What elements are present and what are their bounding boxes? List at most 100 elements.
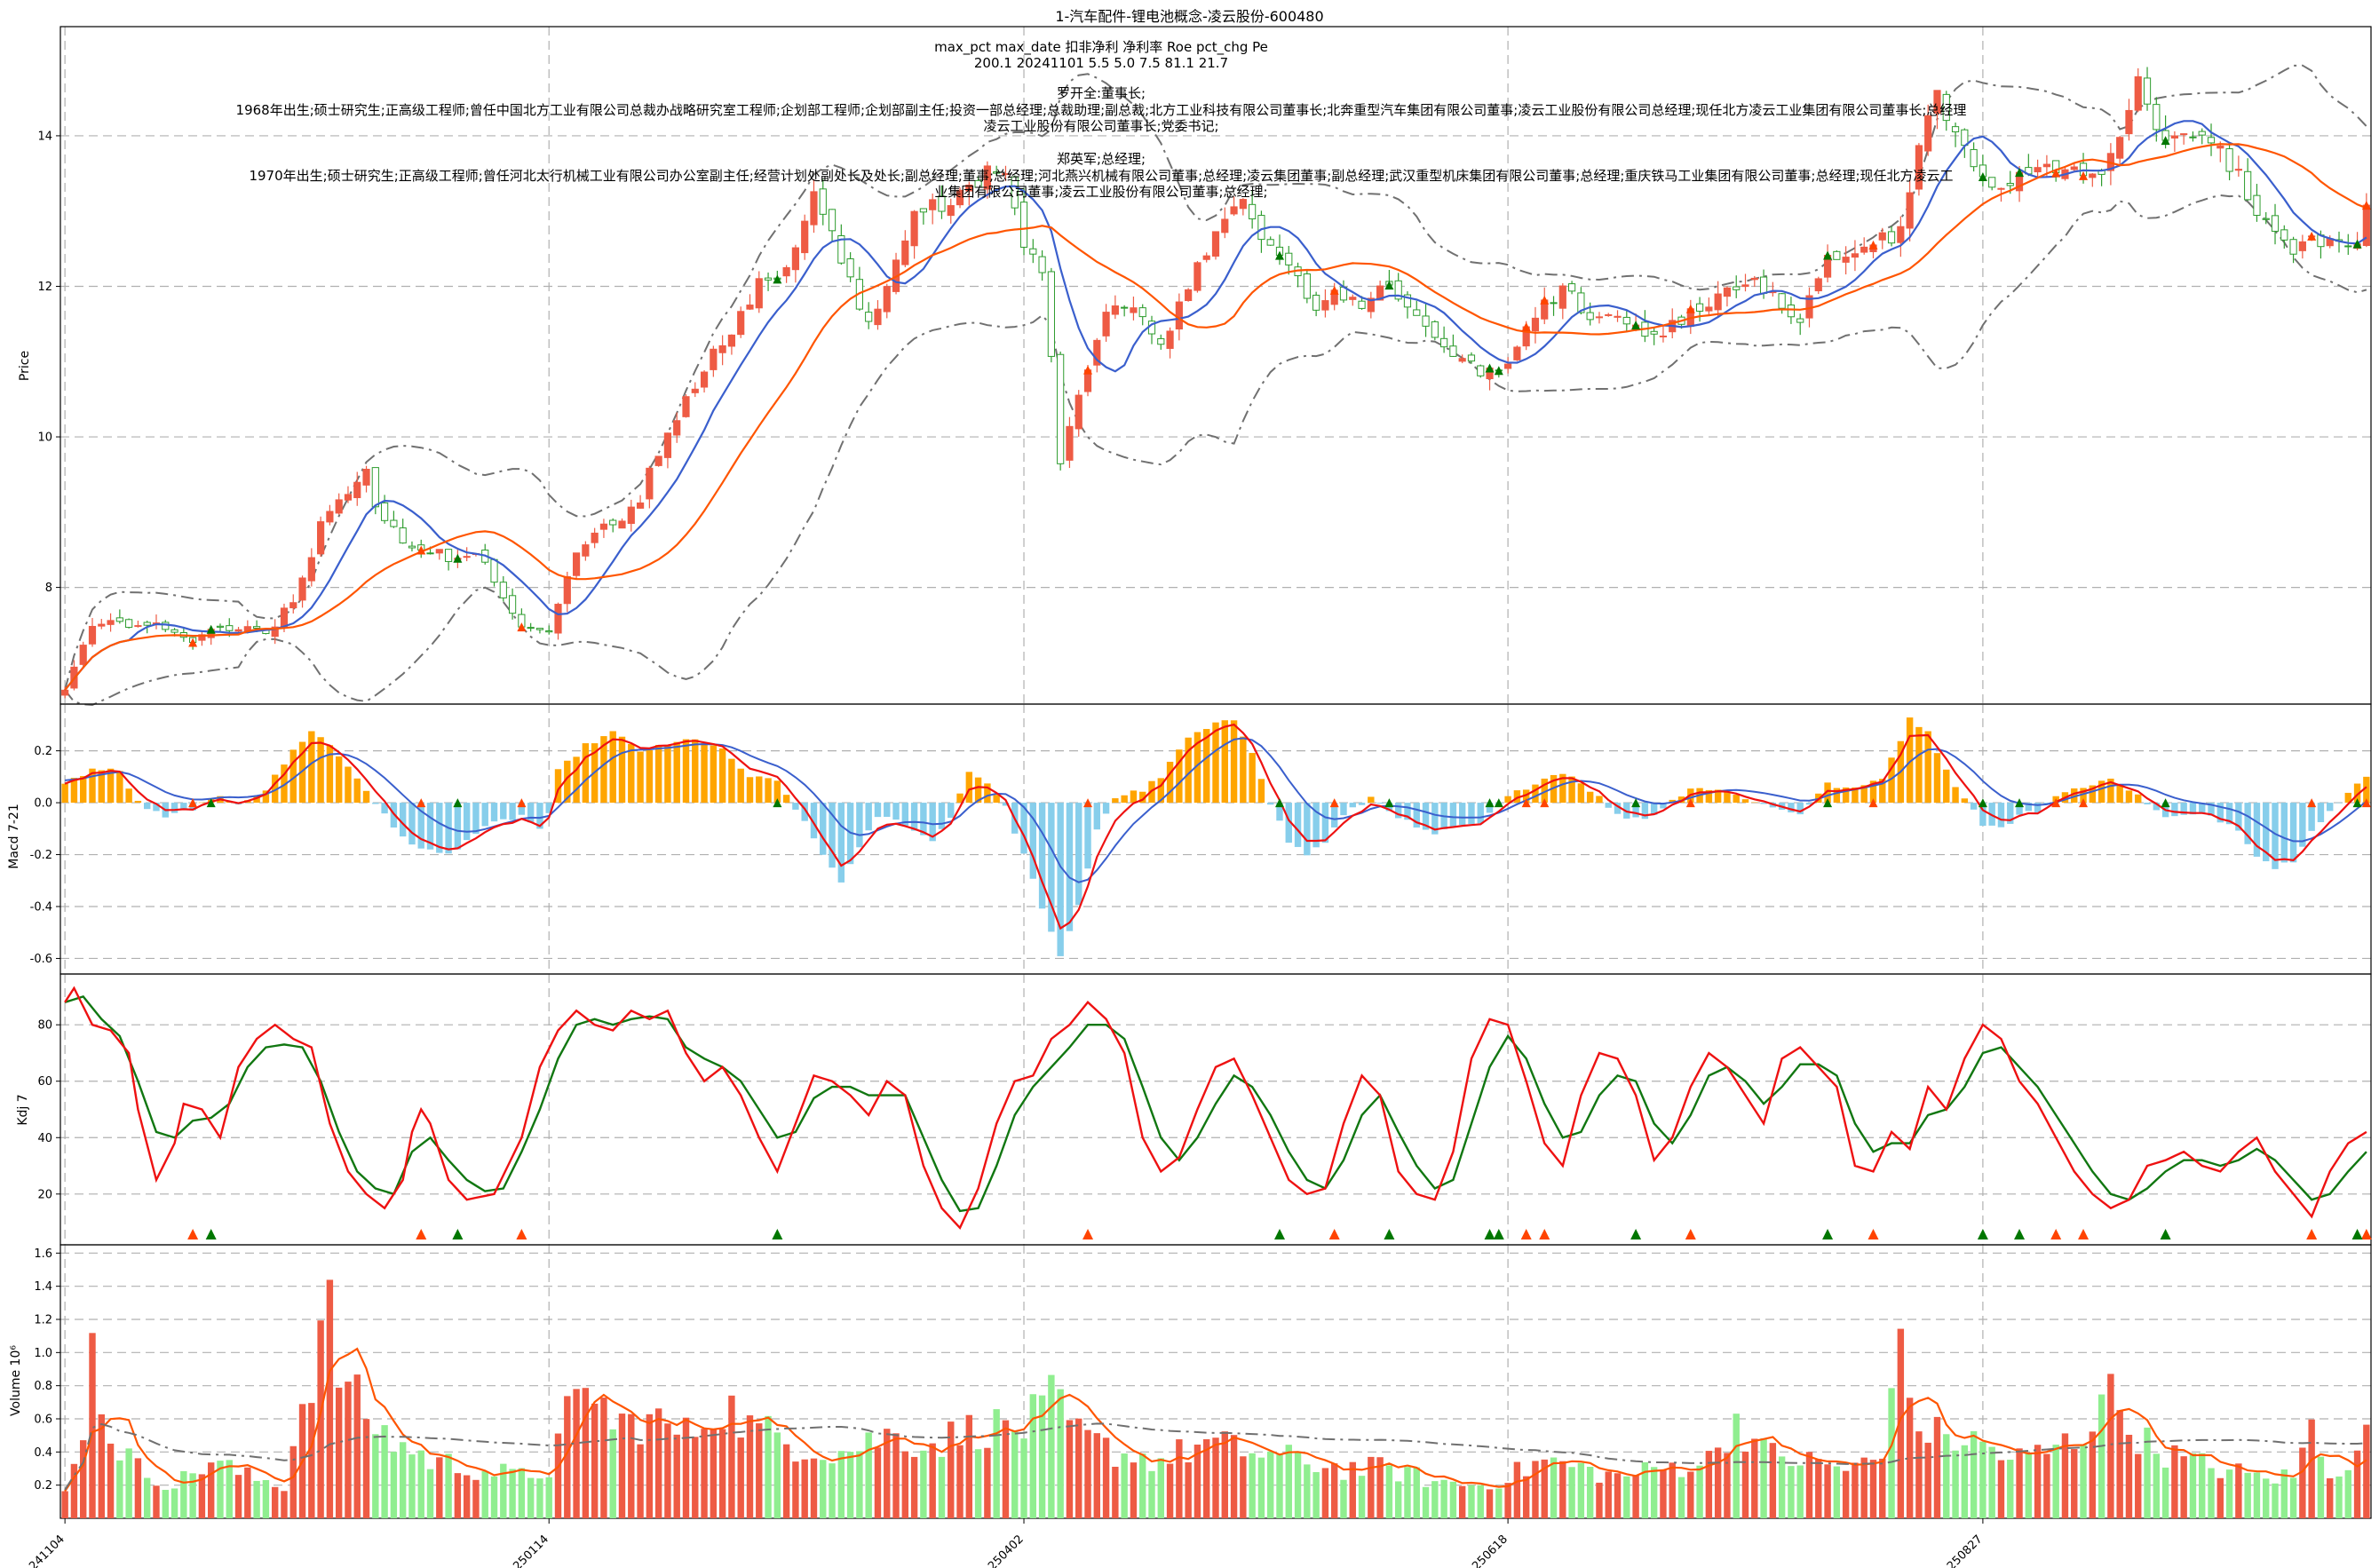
candle-body	[910, 210, 918, 247]
macd-bar	[545, 803, 552, 813]
macd-bar	[98, 770, 105, 804]
candle-body	[1002, 173, 1010, 176]
kdj-sell-marker	[1977, 1229, 1988, 1239]
macd-bar	[965, 772, 973, 804]
candle-body	[1349, 297, 1357, 300]
macd-bar	[2135, 794, 2142, 804]
volume-bar	[234, 1475, 242, 1518]
volume-bar	[1952, 1450, 1959, 1518]
candle-body	[1075, 394, 1082, 430]
candle-body	[1778, 293, 1786, 309]
volume-bar	[710, 1429, 718, 1518]
kdj-sell-marker	[2351, 1229, 2363, 1239]
volume-bar	[1970, 1430, 1978, 1518]
volume-bar	[2289, 1477, 2297, 1518]
kdj-sell-marker	[1822, 1229, 1834, 1239]
macd-bar	[1330, 803, 1338, 828]
volume-bar	[1513, 1461, 1521, 1518]
candle-body	[1102, 312, 1110, 337]
macd-bar	[2327, 803, 2334, 812]
macd-bar	[80, 776, 87, 804]
candle-body	[216, 625, 225, 628]
volume-bar	[1257, 1457, 1265, 1518]
volume-bar	[673, 1434, 680, 1518]
candle-body	[381, 502, 389, 521]
macd-bar	[170, 803, 178, 813]
volume-bar	[682, 1417, 690, 1518]
kdj-sell-marker	[452, 1229, 464, 1239]
volume-bar	[929, 1443, 936, 1518]
volume-bar	[80, 1440, 87, 1518]
macd-bar	[1796, 803, 1804, 815]
macd-bar	[1852, 787, 1859, 804]
volume-bar	[527, 1477, 535, 1518]
candle-body	[408, 545, 416, 549]
candle-body	[1458, 358, 1466, 362]
volume-bar	[2308, 1419, 2315, 1518]
candle-body	[1376, 285, 1384, 301]
candle-body	[609, 519, 617, 526]
price-buy-marker	[2051, 168, 2061, 178]
volume-bar	[1559, 1461, 1566, 1518]
macd-buy-marker	[1329, 798, 1339, 808]
macd-bar	[399, 803, 407, 837]
volume-bar	[1805, 1452, 1813, 1518]
macd-bar	[1413, 803, 1420, 828]
macd-bar	[2353, 783, 2361, 804]
y-tick-label: 8	[45, 582, 52, 595]
candle-body	[98, 623, 106, 627]
macd-bar	[1550, 774, 1558, 804]
candle-body	[2125, 109, 2133, 135]
volume-bar	[2199, 1453, 2206, 1518]
y-tick-label: -0.2	[30, 849, 52, 862]
macd-bar	[2280, 803, 2288, 863]
volume-bar	[773, 1432, 781, 1518]
macd-bar	[1066, 803, 1074, 931]
macd-bar	[289, 749, 297, 804]
kdj-sell-marker	[205, 1229, 217, 1239]
ma-line-slow	[64, 120, 2367, 691]
macd-bar	[1559, 773, 1566, 804]
candle-body	[1211, 231, 1220, 257]
panel-frame	[59, 973, 2372, 1246]
macd-bar	[1997, 803, 2005, 828]
candle-body	[929, 199, 937, 210]
volume-bar	[1002, 1420, 1010, 1518]
kdj-sell-marker	[772, 1229, 783, 1239]
macd-bar	[317, 737, 324, 804]
macd-bar	[1486, 803, 1494, 813]
macd-bar	[2272, 803, 2279, 869]
macd-bar	[1669, 799, 1676, 804]
volume-bar	[2299, 1447, 2306, 1518]
macd-buy-marker	[2361, 798, 2371, 808]
volume-bar	[1504, 1483, 1511, 1518]
macd-bar	[417, 803, 424, 849]
macd-bar	[1321, 803, 1329, 843]
candle-body	[1193, 262, 1201, 291]
macd-bar	[1368, 796, 1375, 804]
candle-body	[2198, 131, 2206, 136]
candle-body	[399, 527, 407, 544]
candle-body	[1111, 305, 1119, 315]
macd-bar	[1449, 803, 1457, 828]
volume-bar	[2317, 1456, 2325, 1518]
candle-body	[2134, 75, 2142, 111]
candle-body	[1358, 300, 1366, 309]
price-buy-marker	[2361, 201, 2371, 210]
volume-bar	[226, 1460, 233, 1518]
volume-bar	[901, 1451, 909, 1518]
macd-bar	[874, 803, 882, 818]
volume-bar	[2327, 1477, 2334, 1518]
volume-bar	[1623, 1476, 1630, 1518]
macd-bar	[1632, 803, 1639, 818]
price-axis-title: Price	[18, 351, 32, 381]
volume-bar	[2225, 1469, 2233, 1518]
volume-bar	[2235, 1463, 2242, 1518]
volume-bar	[1860, 1457, 1868, 1518]
volume-bar	[2253, 1472, 2261, 1518]
macd-bar	[1276, 803, 1283, 821]
chart-title: 1-汽车配件-锂电池概念-凌云股份-600480	[1055, 8, 1323, 25]
macd-bar	[153, 803, 160, 812]
volume-bar	[974, 1449, 982, 1518]
macd-bar	[89, 768, 96, 804]
